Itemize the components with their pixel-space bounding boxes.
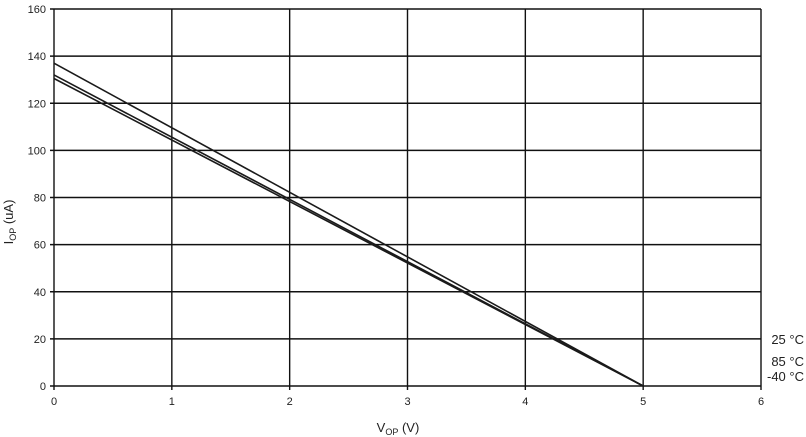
x-tick-label: 2 (287, 396, 293, 408)
y-axis-label: IOP (uA) (1, 200, 18, 245)
y-tick-label: 60 (34, 240, 46, 252)
legend: 25 °C 85 °C -40 °C (767, 332, 804, 384)
legend-label-minus40c: -40 °C (767, 369, 804, 384)
legend-label-25c: 25 °C (771, 332, 804, 347)
x-tick-label: 0 (51, 396, 57, 408)
legend-label-85c: 85 °C (771, 354, 804, 369)
y-tick-label: 120 (28, 98, 46, 110)
x-tick-labels: 0 1 2 3 4 5 6 (51, 396, 764, 408)
x-tick-label: 5 (640, 396, 646, 408)
y-tick-label: 160 (28, 4, 46, 16)
x-tick-label: 6 (758, 396, 764, 408)
series-lines (53, 62, 644, 387)
x-tick-label: 4 (522, 396, 528, 408)
y-tick-label: 140 (28, 51, 46, 63)
y-tick-label: 80 (34, 193, 46, 205)
series-line-2 (53, 77, 644, 387)
y-tick-labels: 0 20 40 60 80 100 120 140 160 (28, 4, 46, 393)
x-tick-label: 3 (404, 396, 410, 408)
y-tick-label: 40 (34, 287, 46, 299)
grid (50, 8, 762, 390)
x-tick-label: 1 (169, 396, 175, 408)
y-tick-label: 0 (40, 381, 46, 393)
y-tick-label: 20 (34, 334, 46, 346)
series-line-0 (53, 62, 644, 387)
y-tick-label: 100 (28, 145, 46, 157)
x-axis-label: VOP (V) (377, 420, 420, 437)
